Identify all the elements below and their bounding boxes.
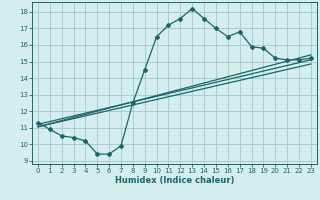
X-axis label: Humidex (Indice chaleur): Humidex (Indice chaleur): [115, 176, 234, 185]
